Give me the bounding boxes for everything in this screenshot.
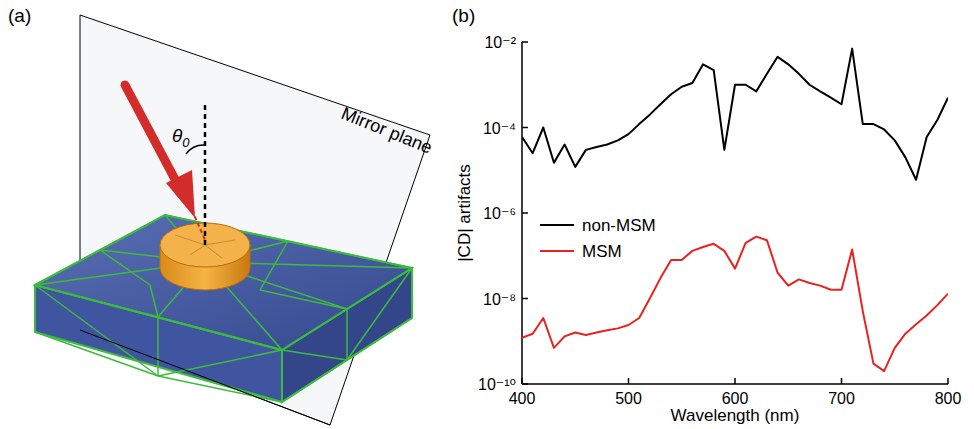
- x-tick: [841, 378, 843, 384]
- mesh-edge: [35, 285, 158, 376]
- mesh-edge: [158, 350, 282, 376]
- mesh-edge: [347, 268, 412, 309]
- mesh-edge: [282, 350, 347, 360]
- x-axis-title: Wavelength (nm): [671, 406, 800, 425]
- mesh-edge: [346, 309, 348, 360]
- figure: θ0Mirror plane(a)(b)40050060070080010⁻¹⁰…: [0, 0, 974, 429]
- mesh-edge: [158, 317, 282, 350]
- angle-subscript: 0: [182, 135, 190, 150]
- series-line: [522, 49, 948, 180]
- y-tick: [522, 127, 528, 129]
- mesh-edge: [35, 332, 158, 376]
- mesh-edge: [100, 215, 165, 250]
- mirror-plane-edge: [80, 330, 330, 425]
- x-tick-label: 500: [615, 390, 642, 407]
- mirror-label: Mirror plane: [339, 103, 436, 158]
- mesh-edge: [100, 250, 150, 285]
- y-tick: [522, 298, 528, 300]
- mesh-edge: [35, 285, 158, 317]
- cylinder-mesh: [190, 245, 205, 255]
- box-top: [35, 215, 412, 350]
- legend-label: non-MSM: [582, 216, 656, 235]
- mesh-edge: [260, 290, 347, 309]
- x-tick-label: 800: [935, 390, 962, 407]
- legend-swatch: [540, 250, 574, 252]
- y-tick: [522, 41, 528, 43]
- x-tick-label: 700: [828, 390, 855, 407]
- cylinder-mesh: [205, 240, 235, 245]
- y-tick-label: 10⁻²: [484, 34, 516, 51]
- panel-label: (b): [452, 5, 475, 26]
- cylinder-mesh: [175, 235, 205, 245]
- x-tick-label: 600: [722, 390, 749, 407]
- arrow-head: [166, 170, 195, 218]
- mesh-edge: [260, 241, 288, 290]
- cylinder-mesh: [205, 245, 222, 258]
- y-axis-title: |CD| artifacts: [455, 164, 474, 262]
- y-tick: [522, 383, 528, 385]
- legend-label: MSM: [582, 242, 622, 261]
- mesh-edge: [158, 376, 282, 402]
- mesh-edge: [347, 318, 412, 360]
- mesh-edge: [347, 268, 412, 360]
- mesh-edge: [35, 250, 100, 285]
- y-tick-label: 10⁻⁴: [483, 120, 516, 137]
- mesh-edge: [150, 285, 158, 317]
- panel-label: (a): [8, 5, 31, 26]
- mesh-edge: [288, 241, 412, 268]
- x-tick: [628, 378, 630, 384]
- series-line: [522, 237, 948, 372]
- plot-area: [522, 49, 948, 372]
- legend-swatch: [540, 224, 574, 226]
- y-tick-label: 10⁻⁸: [483, 291, 516, 308]
- panel-a: θ0 Mirror plane (a): [8, 5, 435, 425]
- x-tick: [734, 378, 736, 384]
- y-tick: [522, 212, 528, 214]
- normal-line: [204, 105, 207, 245]
- y-tick-label: 10⁻⁶: [483, 205, 516, 222]
- mesh-edge: [282, 309, 347, 350]
- arrow-tail: [192, 210, 205, 240]
- panel-b: (b)40050060070080010⁻¹⁰10⁻⁸10⁻⁶10⁻⁴10⁻²W…: [452, 5, 961, 425]
- x-tick: [947, 378, 949, 384]
- x-tick: [521, 378, 523, 384]
- angle-label: θ0: [172, 125, 190, 150]
- incident-arrow: [125, 85, 178, 185]
- y-tick-label: 10⁻¹⁰: [478, 376, 516, 393]
- mesh-edge: [157, 317, 159, 376]
- mesh-edge: [282, 360, 347, 402]
